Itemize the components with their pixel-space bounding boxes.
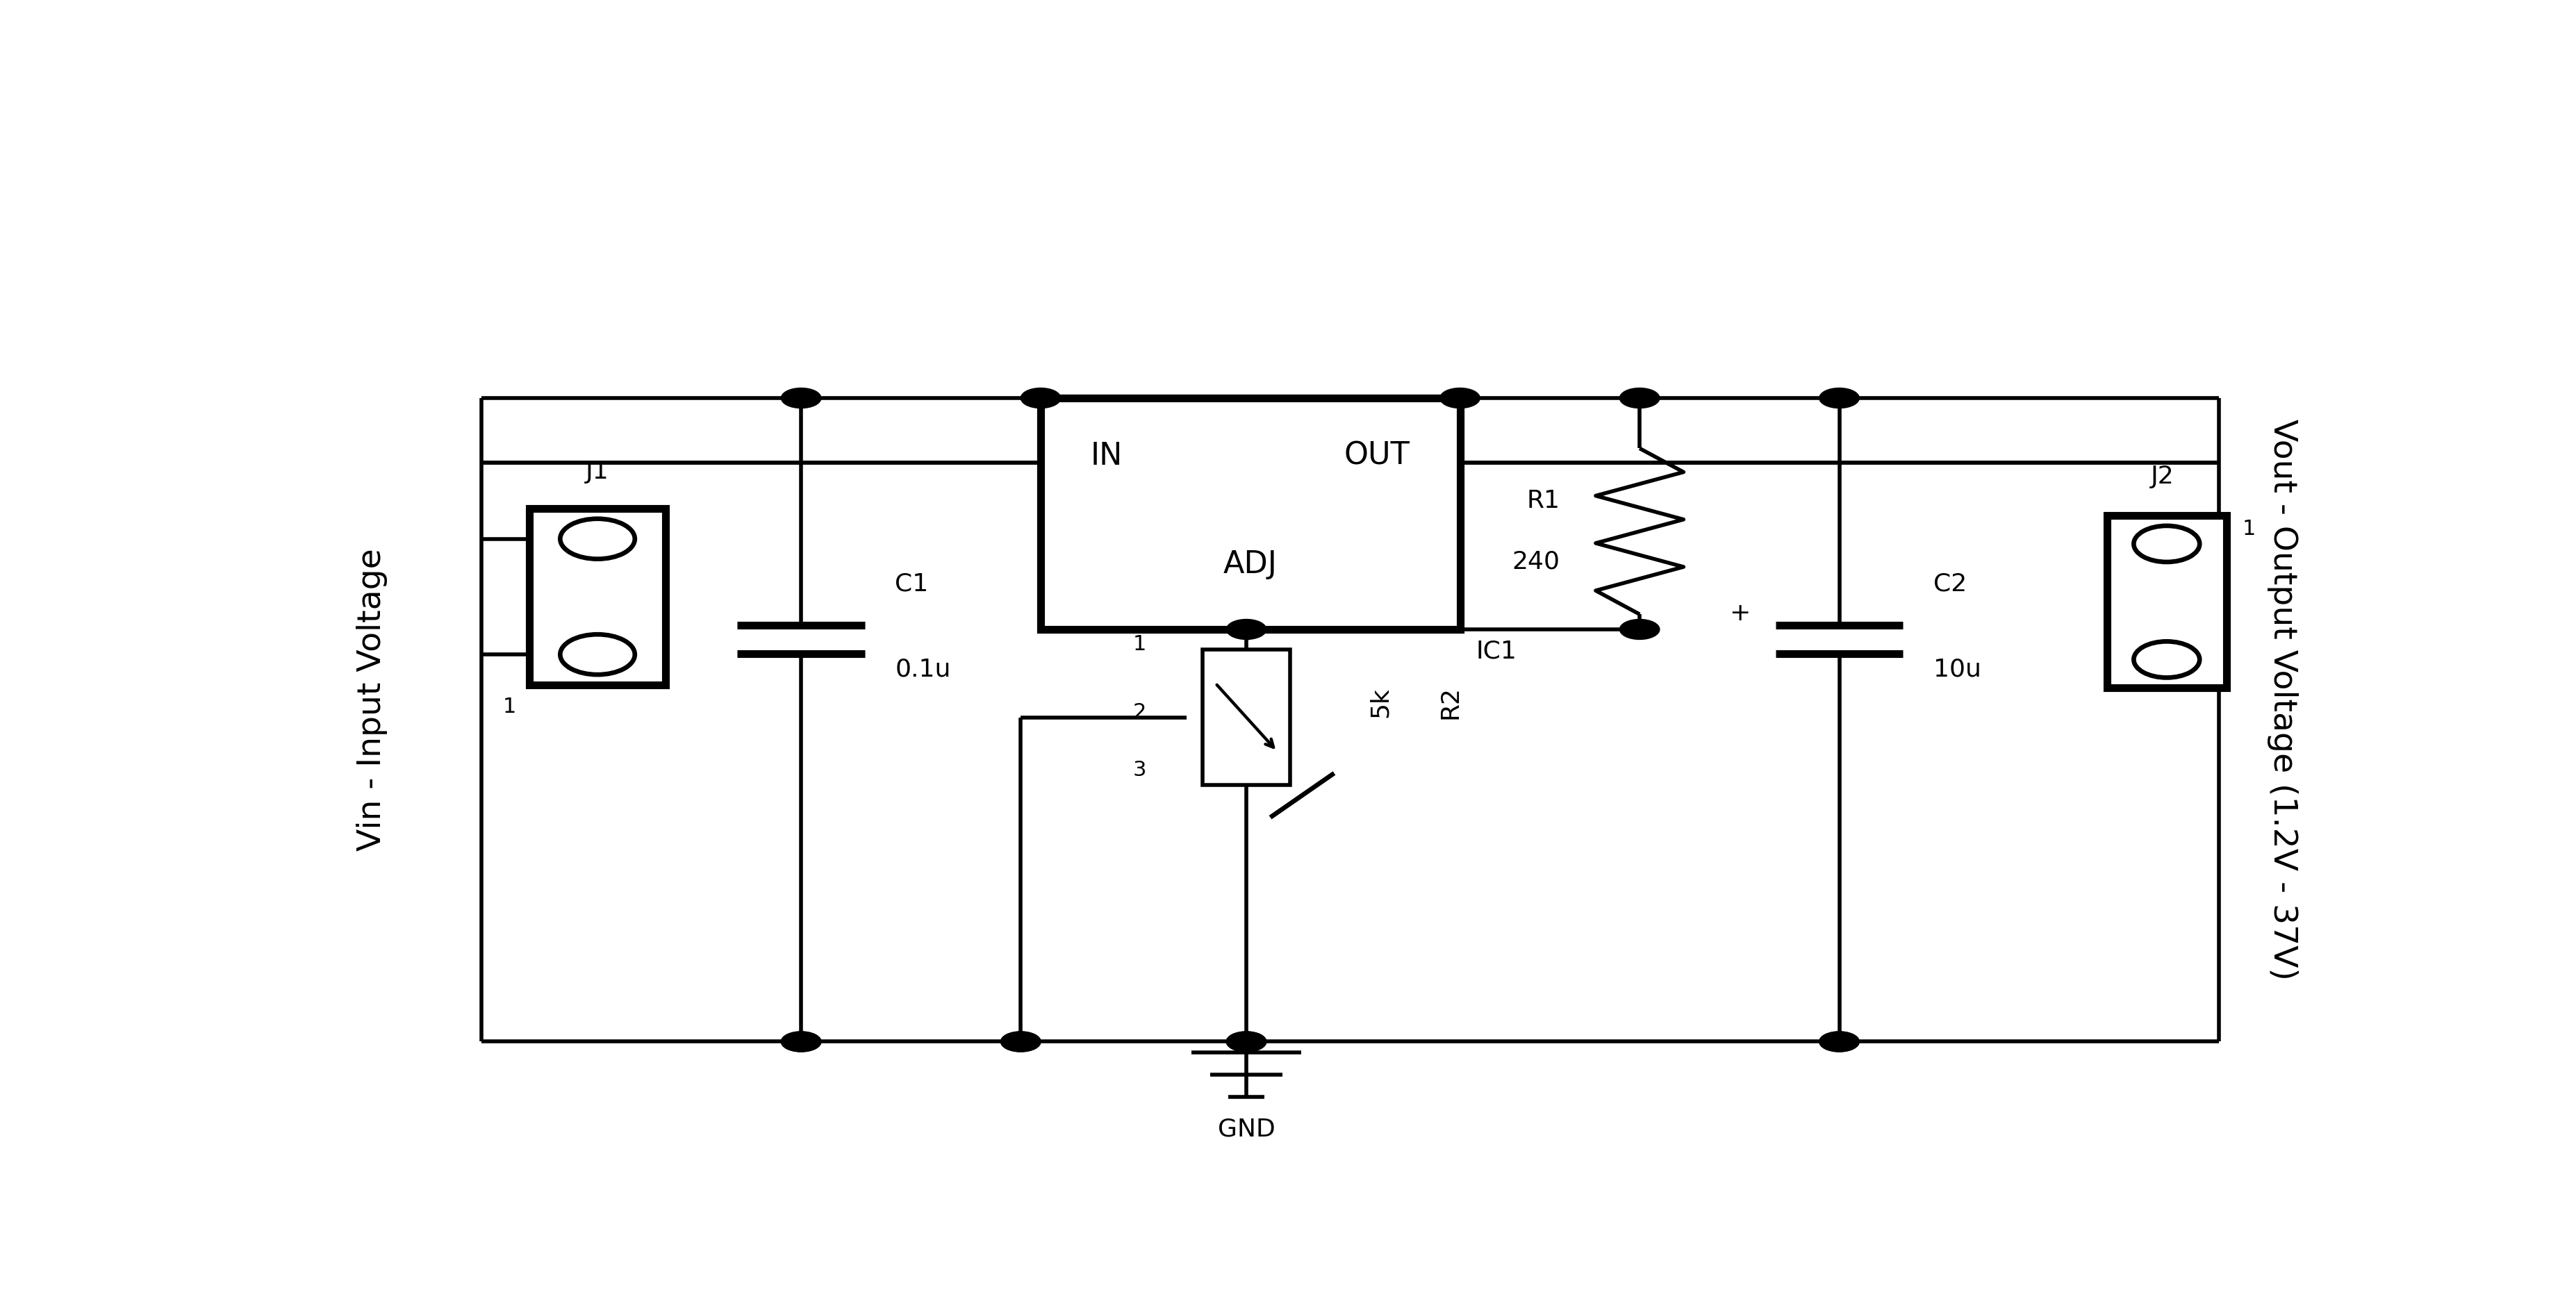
Text: 3: 3	[1133, 760, 1146, 780]
Circle shape	[1226, 1032, 1267, 1051]
Text: C1: C1	[894, 572, 927, 596]
Circle shape	[1819, 1032, 1860, 1051]
Ellipse shape	[2133, 526, 2200, 562]
Circle shape	[999, 1032, 1041, 1051]
Circle shape	[1620, 619, 1659, 640]
Text: J2: J2	[2151, 465, 2174, 488]
Text: J1: J1	[585, 460, 611, 483]
Text: 0.1u: 0.1u	[894, 658, 951, 682]
Circle shape	[781, 388, 822, 407]
Bar	[2107, 516, 2226, 688]
Circle shape	[1819, 1032, 1860, 1051]
Text: R2: R2	[1437, 686, 1461, 718]
Text: ADJ: ADJ	[1224, 550, 1278, 580]
Bar	[1041, 398, 1461, 629]
Text: C2: C2	[1932, 572, 1965, 596]
Ellipse shape	[2133, 641, 2200, 678]
Text: Vin - Input Voltage: Vin - Input Voltage	[355, 549, 386, 852]
Circle shape	[999, 1032, 1041, 1051]
Circle shape	[1226, 1032, 1267, 1051]
Circle shape	[1620, 388, 1659, 407]
Text: R1: R1	[1528, 490, 1561, 513]
Circle shape	[1819, 388, 1860, 407]
Circle shape	[781, 1032, 822, 1051]
Ellipse shape	[559, 635, 634, 675]
Text: 10u: 10u	[1932, 658, 1981, 682]
Text: 1: 1	[1133, 635, 1146, 654]
Bar	[531, 509, 665, 684]
Circle shape	[1440, 388, 1479, 407]
Text: 240: 240	[1512, 550, 1561, 573]
Text: Vout - Output Voltage (1.2V - 37V): Vout - Output Voltage (1.2V - 37V)	[2267, 419, 2298, 981]
Text: 1: 1	[2244, 518, 2257, 539]
Circle shape	[1226, 619, 1267, 640]
Text: IN: IN	[1090, 441, 1123, 471]
Text: 1: 1	[502, 696, 515, 717]
Text: 2: 2	[1133, 703, 1146, 722]
Bar	[1041, 398, 1461, 629]
Ellipse shape	[559, 518, 634, 559]
Bar	[1203, 649, 1291, 785]
Text: OUT: OUT	[1345, 441, 1409, 471]
Text: 5k: 5k	[1368, 687, 1391, 717]
Text: +: +	[1728, 602, 1749, 626]
Circle shape	[781, 1032, 822, 1051]
Circle shape	[1020, 388, 1061, 407]
Text: GND: GND	[1218, 1117, 1275, 1140]
Text: IC1: IC1	[1476, 640, 1517, 663]
